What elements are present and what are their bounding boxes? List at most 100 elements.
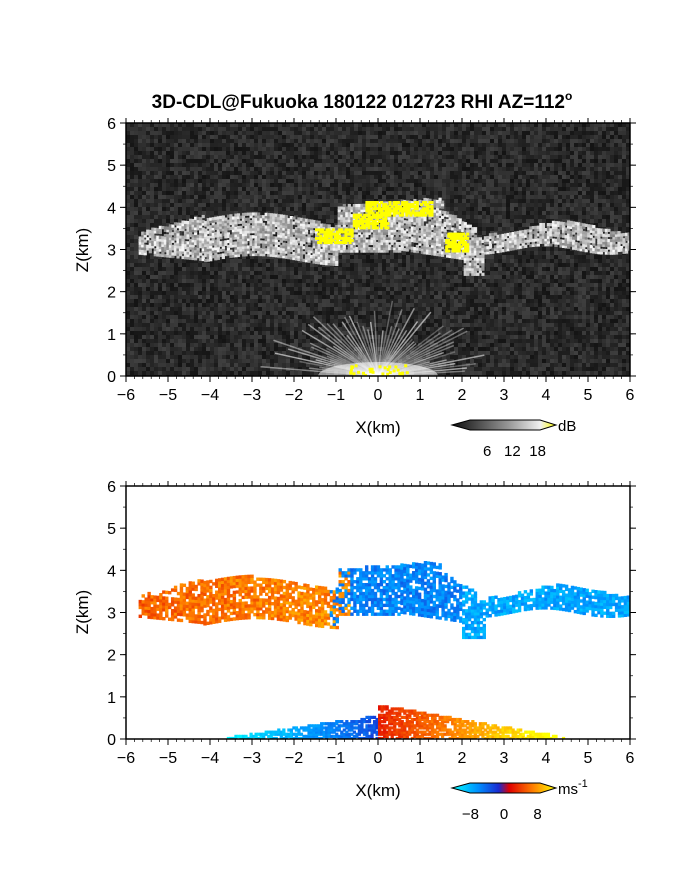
backscatter-noise-cell — [482, 275, 486, 279]
backscatter-noise-cell — [126, 151, 130, 155]
backscatter-noise-cell — [566, 255, 570, 259]
backscatter-noise-cell — [554, 271, 558, 275]
backscatter-noise-cell — [238, 195, 242, 199]
backscatter-noise-cell — [222, 259, 226, 263]
backscatter-noise-cell — [434, 179, 438, 183]
backscatter-noise-cell — [154, 167, 158, 171]
backscatter-noise-cell — [406, 171, 410, 175]
backscatter-noise-cell — [466, 167, 470, 171]
backscatter-noise-cell — [534, 247, 538, 251]
backscatter-noise-cell — [558, 159, 562, 163]
backscatter-noise-cell — [162, 183, 166, 187]
backscatter-noise-cell — [206, 167, 210, 171]
backscatter-noise-cell — [522, 155, 526, 159]
backscatter-noise-cell — [406, 139, 410, 143]
backscatter-noise-cell — [554, 199, 558, 203]
backscatter-noise-cell — [326, 147, 330, 151]
backscatter-noise-cell — [610, 211, 614, 215]
backscatter-noise-cell — [582, 267, 586, 271]
backscatter-noise-cell — [454, 271, 458, 275]
backscatter-noise-cell — [130, 215, 134, 219]
backscatter-noise-cell — [206, 199, 210, 203]
backscatter-noise-cell — [394, 143, 398, 147]
backscatter-noise-cell — [274, 231, 278, 235]
backscatter-noise-cell — [258, 155, 262, 159]
backscatter-noise-cell — [398, 259, 402, 263]
backscatter-noise-cell — [446, 187, 450, 191]
backscatter-noise-cell — [266, 255, 270, 259]
backscatter-noise-cell — [294, 131, 298, 135]
backscatter-noise-cell — [290, 271, 294, 275]
backscatter-noise-cell — [514, 191, 518, 195]
backscatter-noise-cell — [162, 279, 166, 283]
backscatter-noise-cell — [226, 131, 230, 135]
backscatter-noise-cell — [598, 135, 602, 139]
backscatter-noise-cell — [210, 183, 214, 187]
backscatter-noise-cell — [166, 211, 170, 215]
backscatter-noise-cell — [282, 159, 286, 163]
backscatter-noise-cell — [462, 127, 466, 131]
backscatter-noise-cell — [486, 139, 490, 143]
backscatter-noise-cell — [378, 143, 382, 147]
backscatter-noise-cell — [302, 163, 306, 167]
backscatter-noise-cell — [194, 151, 198, 155]
backscatter-noise-cell — [138, 267, 142, 271]
backscatter-noise-cell — [130, 263, 134, 267]
backscatter-noise-cell — [230, 163, 234, 167]
backscatter-noise-cell — [446, 175, 450, 179]
backscatter-noise-cell — [146, 223, 150, 227]
backscatter-noise-cell — [138, 155, 142, 159]
backscatter-noise-cell — [582, 155, 586, 159]
backscatter-noise-cell — [602, 175, 606, 179]
backscatter-noise-cell — [130, 275, 134, 279]
backscatter-noise-cell — [538, 183, 542, 187]
backscatter-noise-cell — [602, 199, 606, 203]
backscatter-noise-cell — [302, 207, 306, 211]
backscatter-noise-cell — [594, 263, 598, 267]
backscatter-noise-cell — [134, 207, 138, 211]
backscatter-noise-cell — [550, 147, 554, 151]
backscatter-noise-cell — [142, 163, 146, 167]
backscatter-noise-cell — [614, 215, 618, 219]
backscatter-noise-cell — [390, 183, 394, 187]
backscatter-noise-cell — [422, 191, 426, 195]
backscatter-noise-cell — [598, 267, 602, 271]
backscatter-noise-cell — [210, 159, 214, 163]
backscatter-noise-cell — [366, 275, 370, 279]
backscatter-noise-cell — [622, 151, 626, 155]
backscatter-noise-cell — [470, 179, 474, 183]
backscatter-noise-cell — [298, 167, 302, 171]
backscatter-noise-cell — [178, 183, 182, 187]
backscatter-noise-cell — [430, 159, 434, 163]
backscatter-noise-cell — [498, 267, 502, 271]
backscatter-noise-cell — [126, 239, 130, 243]
backscatter-noise-cell — [274, 155, 278, 159]
backscatter-noise-cell — [306, 131, 310, 135]
backscatter-noise-cell — [262, 171, 266, 175]
backscatter-noise-cell — [198, 131, 202, 135]
backscatter-noise-cell — [530, 259, 534, 263]
backscatter-noise-cell — [346, 175, 350, 179]
backscatter-noise-cell — [306, 207, 310, 211]
backscatter-noise-cell — [166, 231, 170, 235]
backscatter-noise-cell — [274, 171, 278, 175]
backscatter-noise-cell — [202, 179, 206, 183]
backscatter-noise-cell — [542, 207, 546, 211]
backscatter-noise-cell — [162, 171, 166, 175]
backscatter-noise-cell — [218, 267, 222, 271]
backscatter-noise-cell — [230, 123, 234, 127]
backscatter-noise-cell — [150, 159, 154, 163]
backscatter-noise-cell — [170, 139, 174, 143]
backscatter-noise-cell — [614, 151, 618, 155]
backscatter-noise-cell — [198, 187, 202, 191]
backscatter-noise-cell — [142, 211, 146, 215]
backscatter-noise-cell — [290, 195, 294, 199]
backscatter-noise-cell — [426, 151, 430, 155]
backscatter-noise-cell — [414, 183, 418, 187]
backscatter-noise-cell — [538, 207, 542, 211]
backscatter-noise-cell — [266, 183, 270, 187]
backscatter-noise-cell — [482, 187, 486, 191]
backscatter-noise-cell — [246, 195, 250, 199]
backscatter-noise-cell — [246, 147, 250, 151]
backscatter-noise-cell — [230, 259, 234, 263]
